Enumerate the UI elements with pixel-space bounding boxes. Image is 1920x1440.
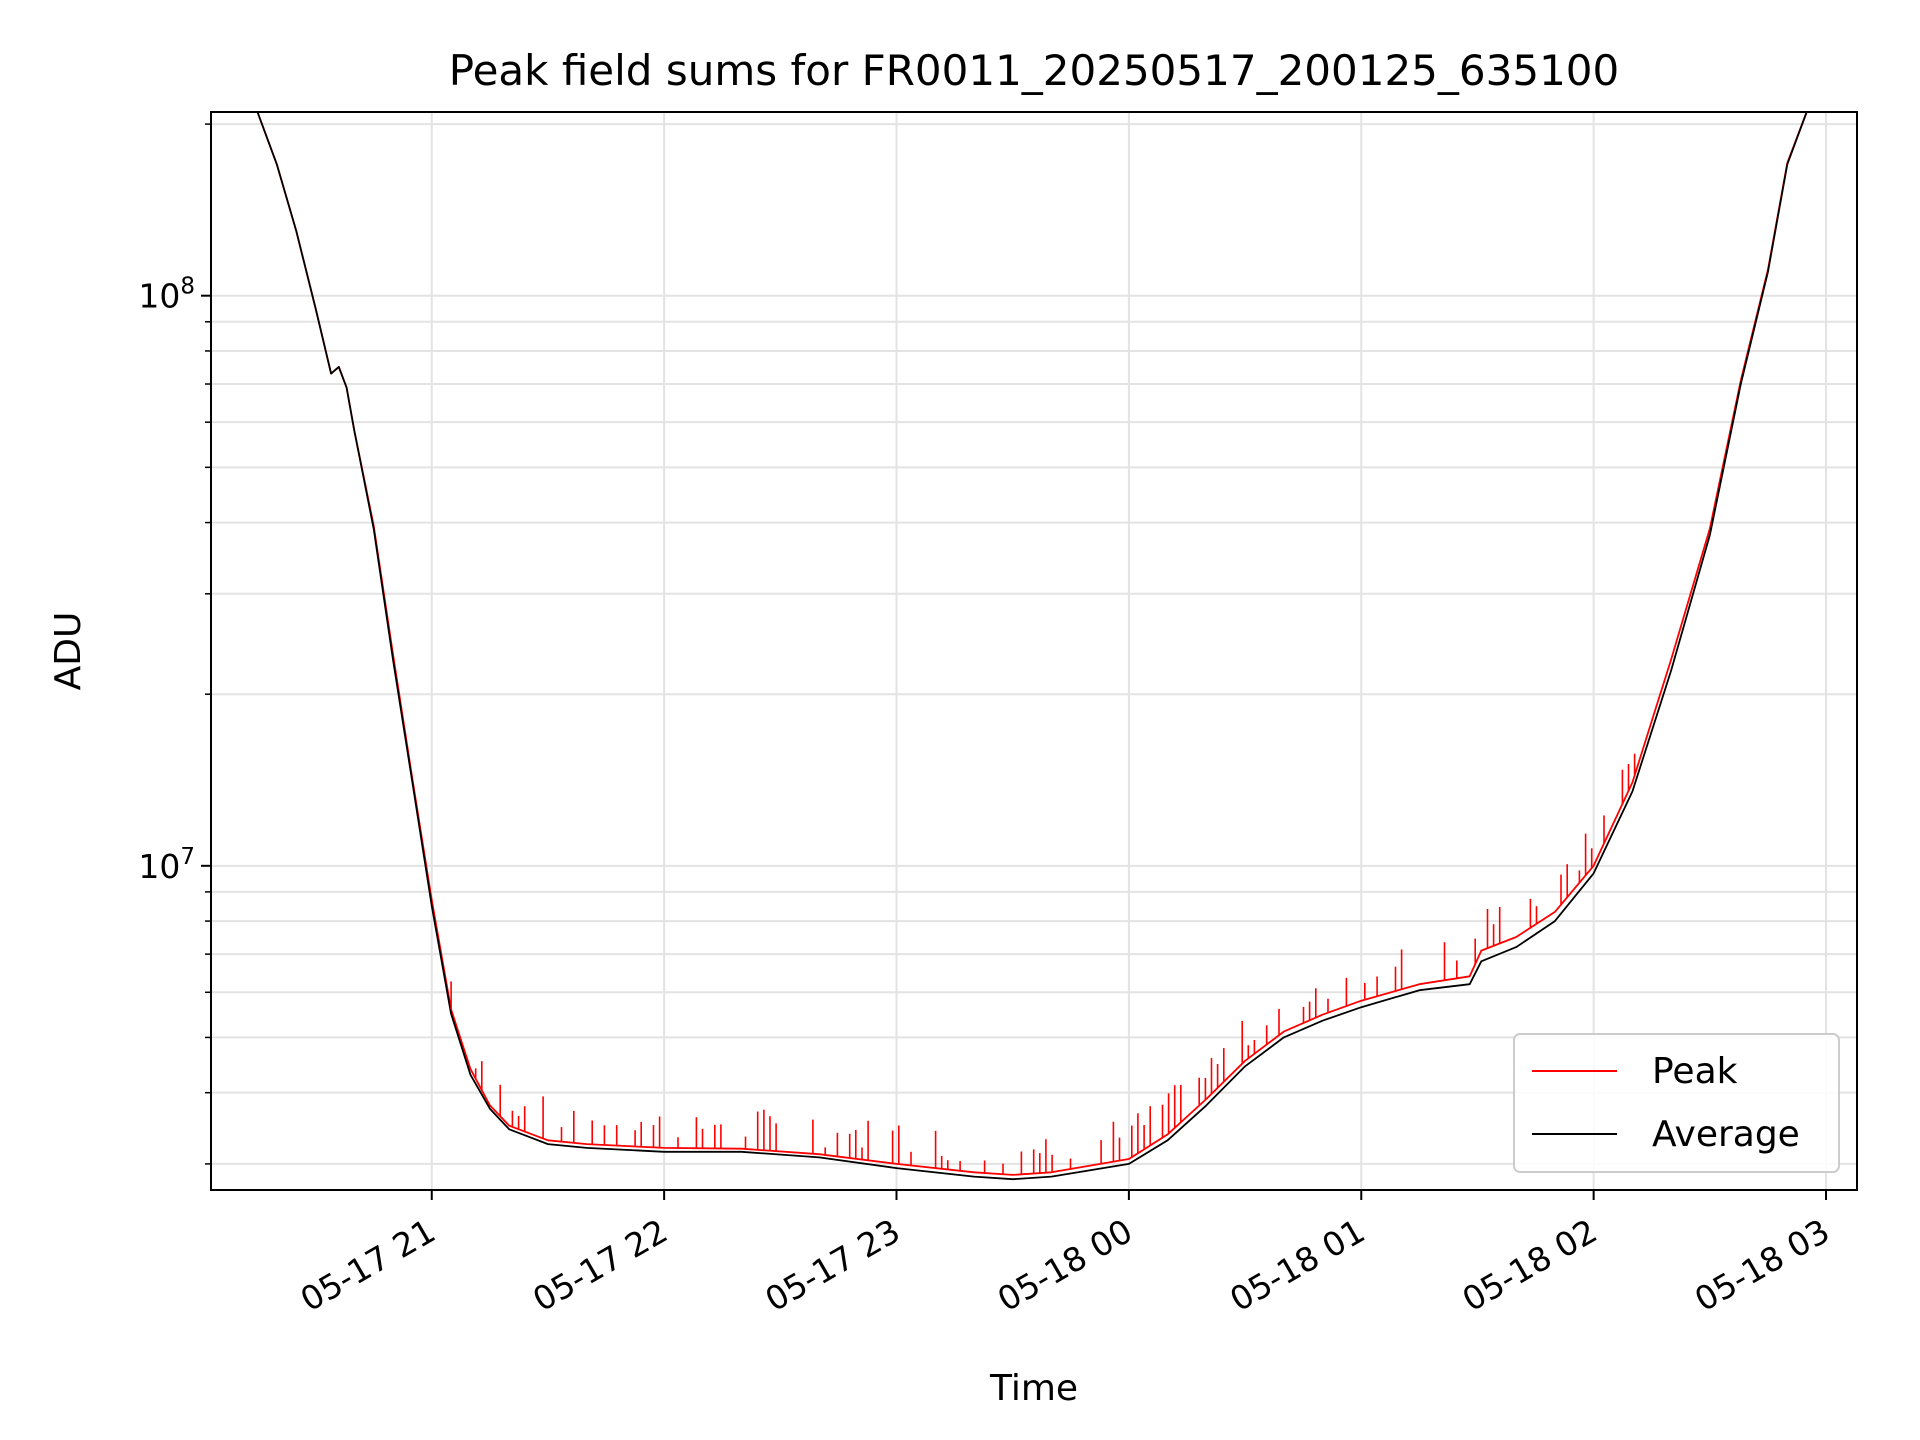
grid <box>211 112 1857 1190</box>
x-axis-label: Time <box>989 1368 1078 1409</box>
legend-label-peak: Peak <box>1652 1051 1738 1092</box>
legend: Peak Average <box>1513 1033 1840 1173</box>
legend-box <box>1513 1033 1840 1173</box>
y-tick-label: 107 <box>138 844 195 886</box>
y-axis-label: ADU <box>48 612 89 691</box>
series-layer <box>256 111 1808 1181</box>
y-axis: 107 108 <box>138 123 211 1165</box>
y-tick-label: 108 <box>138 274 195 316</box>
chart-title: Peak field sums for FR0011_20250517_2001… <box>449 46 1619 95</box>
plot-frame <box>210 111 1858 1191</box>
legend-label-average: Average <box>1652 1114 1800 1155</box>
series-line-average <box>256 111 1808 1181</box>
peak-spikes <box>450 753 1636 1175</box>
